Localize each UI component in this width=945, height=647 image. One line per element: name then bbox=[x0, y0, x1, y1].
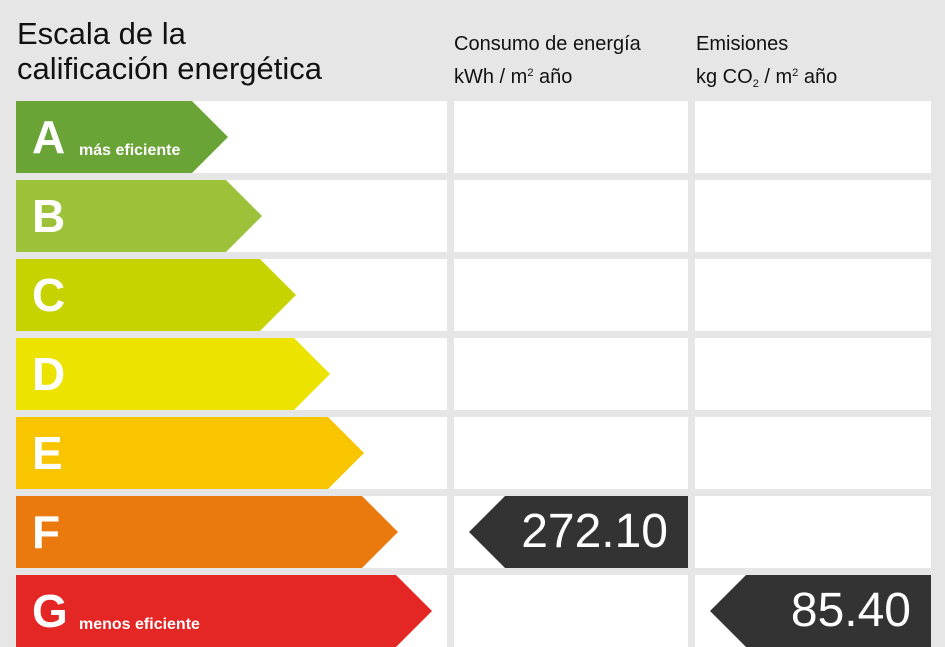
emissions-unit-sub: 2 bbox=[752, 78, 759, 90]
consumption-value-badge: 272.10 bbox=[469, 496, 688, 568]
rating-letter: G bbox=[32, 585, 68, 637]
emissions-header: Emisiones kg CO2 / m2 año bbox=[696, 30, 837, 99]
emissions-cell bbox=[695, 496, 931, 568]
emissions-unit-mid: / m bbox=[758, 66, 793, 88]
consumption-header: Consumo de energía kWh / m2 año bbox=[454, 30, 641, 92]
consumption-cell bbox=[454, 259, 688, 331]
rating-band-f: F bbox=[16, 496, 398, 568]
emissions-value-badge: 85.40 bbox=[710, 575, 931, 647]
emissions-cell bbox=[695, 417, 931, 489]
consumption-unit-prefix: kWh / m bbox=[454, 66, 528, 88]
consumption-cell bbox=[454, 575, 688, 647]
consumption-unit-sup: 2 bbox=[527, 67, 534, 79]
emissions-cell bbox=[695, 338, 931, 410]
consumption-header-title: Consumo de energía bbox=[454, 33, 641, 55]
consumption-value: 272.10 bbox=[521, 505, 668, 558]
rating-letter: A bbox=[32, 111, 66, 163]
rating-letter: C bbox=[32, 269, 66, 321]
emissions-header-title: Emisiones bbox=[696, 33, 789, 55]
emissions-unit-prefix: kg CO bbox=[696, 66, 753, 88]
emissions-unit-suffix: año bbox=[798, 66, 838, 88]
rating-letter: D bbox=[32, 348, 66, 400]
scale-title: Escala de la calificación energética bbox=[17, 16, 322, 86]
rating-note: más eficiente bbox=[79, 142, 181, 159]
rating-note: menos eficiente bbox=[79, 616, 200, 633]
consumption-cell bbox=[454, 180, 688, 252]
consumption-cell bbox=[454, 101, 688, 173]
rating-band-b: B bbox=[16, 180, 262, 252]
rating-letter: B bbox=[32, 190, 66, 242]
consumption-header-unit: kWh / m2 año bbox=[454, 59, 641, 92]
consumption-cell bbox=[454, 338, 688, 410]
consumption-unit-suffix: año bbox=[533, 66, 573, 88]
emissions-header-unit: kg CO2 / m2 año bbox=[696, 59, 837, 99]
consumption-cell bbox=[454, 417, 688, 489]
emissions-cell bbox=[695, 101, 931, 173]
emissions-unit-sup: 2 bbox=[792, 67, 799, 79]
rating-band-e: E bbox=[16, 417, 364, 489]
rating-band-d: D bbox=[16, 338, 330, 410]
rating-letter: E bbox=[32, 427, 63, 479]
emissions-value: 85.40 bbox=[790, 584, 911, 637]
scale-title-line1: Escala de la bbox=[17, 16, 186, 51]
emissions-cell bbox=[695, 180, 931, 252]
scale-title-line2: calificación energética bbox=[17, 51, 323, 86]
rating-band-c: C bbox=[16, 259, 296, 331]
emissions-cell bbox=[695, 259, 931, 331]
rating-letter: F bbox=[32, 506, 61, 558]
